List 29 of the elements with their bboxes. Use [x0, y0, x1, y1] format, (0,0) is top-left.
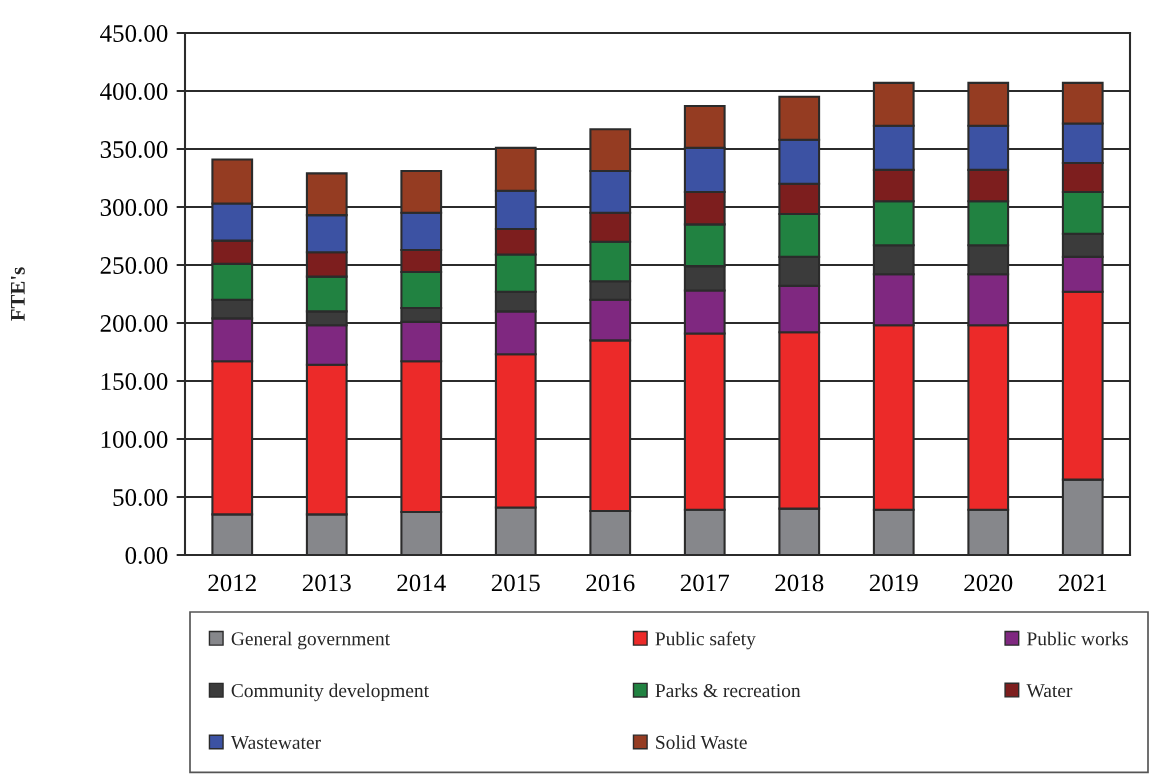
- y-tick-label: 50.00: [113, 489, 168, 507]
- legend-label: Parks & recreation: [655, 683, 801, 698]
- legend-label: Public works: [1027, 631, 1128, 646]
- y-tick-label: 100.00: [101, 431, 168, 449]
- y-tick-label: 200.00: [100, 315, 168, 333]
- x-tick-label: 2020: [964, 574, 1013, 592]
- x-tick-label: 2019: [869, 574, 918, 592]
- x-tick-label: 2016: [586, 574, 635, 592]
- legend-label: Wastewater: [230, 736, 321, 750]
- legend-label: Solid Waste: [656, 735, 747, 750]
- y-tick-label: 450.00: [100, 25, 168, 43]
- x-tick-label: 2012: [208, 574, 256, 592]
- x-tick-label: 2015: [491, 574, 540, 592]
- x-tick-label: 2021: [1058, 574, 1107, 592]
- legend-label: General government: [231, 631, 390, 650]
- y-tick-label: 250.00: [100, 257, 168, 275]
- x-tick-label: 2017: [680, 574, 730, 592]
- legend-label: Water: [1026, 684, 1073, 698]
- y-tick-label: 300.00: [100, 199, 168, 217]
- y-tick-label: 350.00: [100, 141, 168, 159]
- y-tick-label: 400.00: [100, 83, 168, 101]
- x-tick-label: 2013: [302, 574, 351, 592]
- x-tick-label: 2014: [397, 574, 446, 592]
- y-axis-title: FTE's: [11, 267, 25, 321]
- legend-label: Community development: [231, 683, 429, 702]
- legend-label: Public safety: [655, 631, 756, 650]
- x-tick-label: 2018: [775, 574, 824, 592]
- y-tick-label: 150.00: [101, 373, 168, 391]
- y-tick-label: 0.00: [125, 547, 168, 565]
